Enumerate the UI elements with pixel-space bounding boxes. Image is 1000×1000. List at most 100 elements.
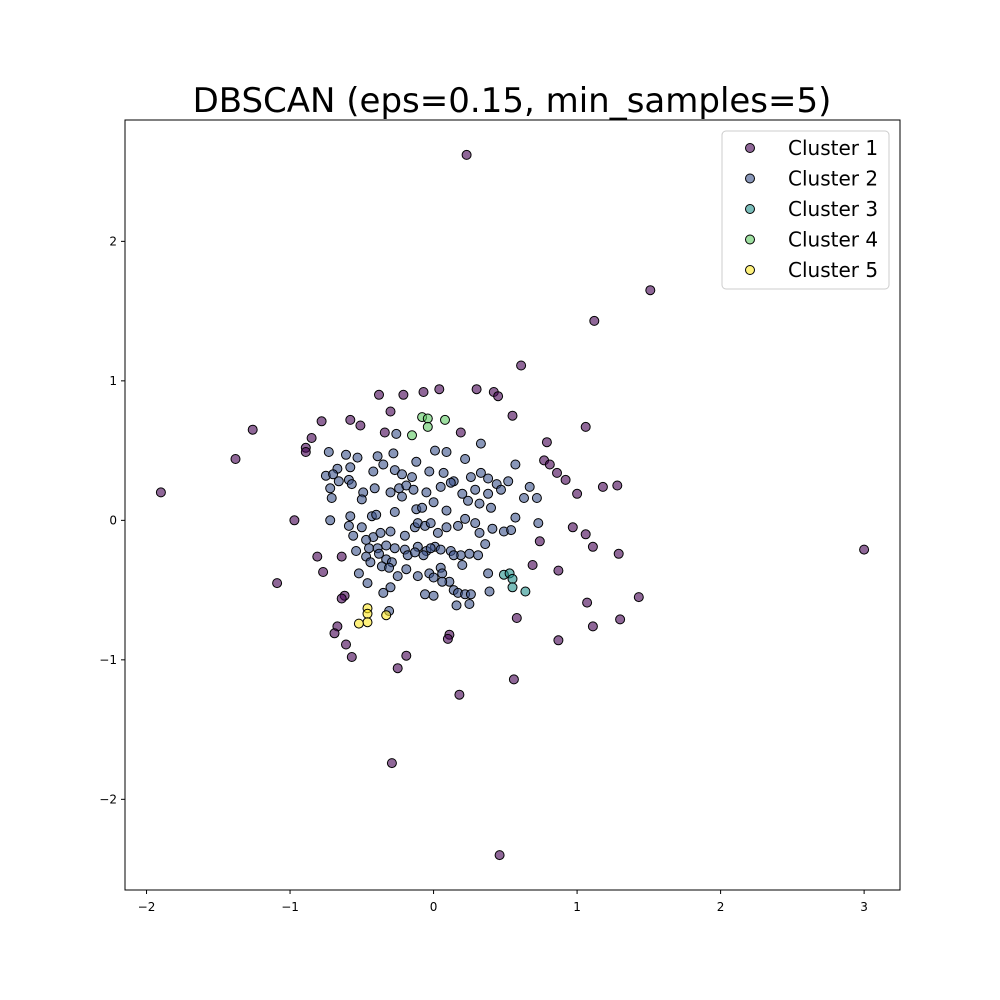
point-cluster-2-8 [475,438,486,449]
legend-marker-cluster-2 [745,173,755,184]
point-cluster-2-98 [464,548,475,559]
point-cluster-2-49 [356,494,367,505]
point-cluster-2-68 [375,527,386,538]
point-cluster-2-10 [510,459,521,470]
point-cluster-2-51 [371,509,382,520]
point-cluster-2-112 [457,560,468,570]
point-cluster-1-36 [587,541,598,552]
point-cluster-2-99 [480,539,491,550]
x-tick-label: 3 [860,900,868,914]
point-cluster-2-17 [397,469,407,480]
point-cluster-1-8 [471,384,482,395]
point-cluster-2-77 [453,520,463,531]
point-cluster-1-30 [612,480,623,491]
point-cluster-2-40 [445,477,456,488]
axes-layer: −2 −1 0 1 2 3 −2 −1 0 1 2 [99,234,868,914]
y-tick-label: 0 [109,513,117,527]
point-cluster-2-76 [441,522,452,533]
point-cluster-1-11 [385,406,396,417]
point-cluster-2-109 [425,543,436,554]
point-cluster-5-2 [362,617,373,628]
point-cluster-1-0 [461,149,472,160]
y-tick-label: −1 [99,653,117,667]
point-cluster-1-33 [289,515,300,526]
point-cluster-2-86 [361,534,372,545]
point-cluster-2-115 [365,557,376,568]
legend-marker-cluster-3 [745,204,755,214]
point-cluster-1-53 [329,628,340,639]
point-cluster-1-24 [230,454,241,464]
point-cluster-1-59 [401,650,412,661]
point-cluster-1-20 [580,421,591,432]
point-cluster-1-58 [346,652,357,662]
data-points-layer [155,149,870,861]
point-cluster-3-4 [520,586,531,597]
point-cluster-1-5 [398,389,409,400]
point-cluster-2-11 [430,445,440,456]
point-cluster-1-64 [494,850,505,861]
point-cluster-2-138 [451,600,462,611]
point-cluster-1-42 [318,567,329,577]
point-cluster-1-16 [379,427,390,438]
point-cluster-2-89 [381,540,392,551]
point-cluster-2-56 [428,497,439,508]
point-cluster-1-37 [613,548,624,559]
x-tick-label: 0 [430,900,438,914]
point-cluster-1-61 [508,674,519,685]
point-cluster-2-7 [460,454,471,464]
point-cluster-2-59 [474,498,485,509]
point-cluster-1-32 [572,488,583,499]
point-cluster-2-87 [364,543,374,554]
point-cluster-1-57 [341,639,351,650]
x-tick-label: 1 [573,900,581,914]
point-cluster-2-80 [474,527,485,538]
x-tick-label: 2 [717,900,725,914]
point-cluster-2-78 [460,513,471,524]
point-cluster-2-23 [475,467,486,478]
point-cluster-2-46 [531,493,542,503]
point-cluster-1-43 [553,565,564,576]
point-cluster-2-33 [369,483,380,494]
point-cluster-5-1 [362,608,373,619]
point-cluster-2-14 [368,466,379,477]
point-cluster-2-107 [409,547,420,558]
point-cluster-1-44 [272,578,283,589]
point-cluster-1-31 [155,487,166,498]
point-cluster-2-84 [533,518,544,529]
point-cluster-1-65 [859,544,870,555]
point-cluster-1-14 [345,414,356,425]
legend-label-cluster-3: Cluster 3 [788,197,878,221]
point-cluster-1-38 [534,536,545,547]
legend-marker-cluster-1 [745,143,755,153]
point-cluster-2-0 [323,447,334,457]
point-cluster-2-29 [333,476,344,487]
legend-marker-cluster-4 [745,234,755,245]
point-cluster-2-111 [448,550,459,561]
point-cluster-1-28 [560,474,571,485]
legend-box [721,130,890,290]
point-cluster-2-60 [486,502,496,513]
point-cluster-1-12 [507,410,518,421]
legend-label-cluster-5: Cluster 5 [788,258,878,282]
point-cluster-1-4 [374,389,384,400]
point-cluster-2-37 [408,484,419,495]
point-cluster-2-13 [345,462,356,473]
point-cluster-2-61 [519,493,529,503]
point-cluster-2-6 [441,447,452,457]
point-cluster-2-114 [353,568,364,579]
point-cluster-1-49 [511,613,522,623]
point-cluster-2-127 [378,587,389,598]
point-cluster-2-79 [470,518,481,529]
point-cluster-1-55 [442,633,453,644]
point-cluster-1-34 [567,522,578,533]
point-cluster-4-1 [422,413,433,424]
point-cluster-1-21 [541,437,552,448]
legend-marker-cluster-5 [745,265,755,275]
point-cluster-1-7 [434,384,445,395]
point-cluster-2-120 [412,571,423,582]
point-cluster-2-129 [420,589,430,600]
point-cluster-2-20 [438,467,449,478]
point-cluster-1-18 [247,424,258,435]
point-cluster-2-2 [352,452,363,463]
point-cluster-4-4 [407,430,417,441]
